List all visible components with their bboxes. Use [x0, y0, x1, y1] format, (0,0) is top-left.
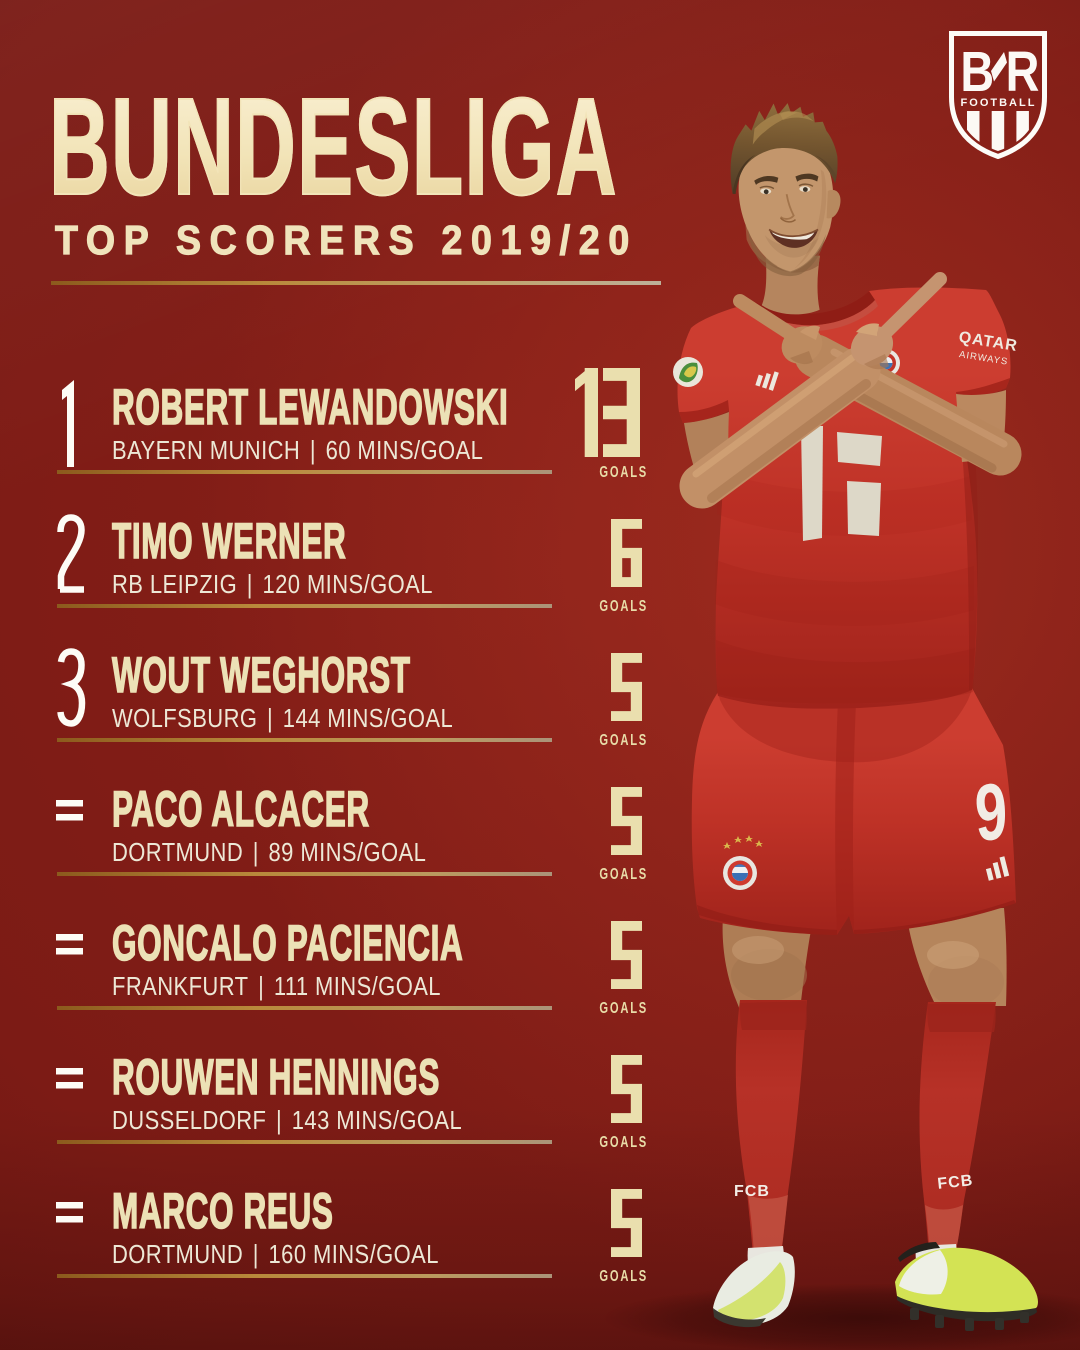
svg-text:FCB: FCB — [937, 1172, 974, 1193]
svg-text:B: B — [960, 41, 994, 104]
svg-text:R: R — [1006, 41, 1040, 104]
svg-text:FOOTBALL: FOOTBALL — [961, 97, 1037, 109]
svg-text:9: 9 — [973, 766, 1009, 858]
svg-text:FCB: FCB — [734, 1183, 770, 1200]
